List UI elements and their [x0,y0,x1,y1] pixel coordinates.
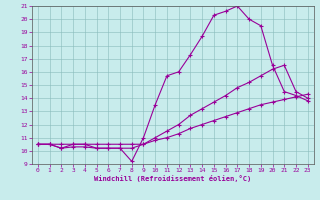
X-axis label: Windchill (Refroidissement éolien,°C): Windchill (Refroidissement éolien,°C) [94,175,252,182]
